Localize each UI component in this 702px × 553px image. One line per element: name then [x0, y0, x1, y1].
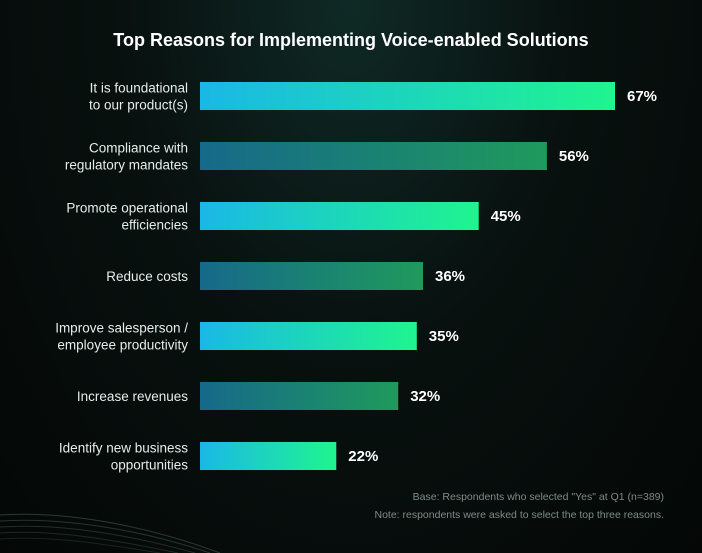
value-label: 56% — [559, 148, 589, 165]
category-label-line: efficiencies — [121, 218, 188, 233]
category-label-line: Identify new business — [59, 441, 188, 456]
category-label: Compliance with regulatory mandates — [65, 141, 188, 173]
category-label-line: Increase revenues — [77, 389, 188, 404]
bar — [200, 382, 399, 410]
category-label: Promote operational efficiencies — [66, 201, 188, 233]
value-label: 22% — [348, 448, 378, 465]
bar — [200, 442, 337, 470]
bar — [200, 82, 615, 110]
bar — [200, 322, 417, 350]
category-label-line: opportunities — [111, 458, 189, 473]
category-label-line: Reduce costs — [106, 269, 188, 284]
value-label: 67% — [627, 88, 657, 105]
footnote-note: Note: respondents were asked to select t… — [374, 509, 664, 521]
category-label-line: employee productivity — [57, 338, 188, 353]
chart-title: Top Reasons for Implementing Voice-enabl… — [113, 30, 589, 50]
category-label: Reduce costs — [106, 269, 188, 284]
category-label-line: Compliance with — [89, 141, 188, 156]
bar — [200, 262, 423, 290]
category-label-line: to our product(s) — [89, 98, 188, 113]
category-label: Increase revenues — [77, 389, 188, 404]
value-label: 35% — [429, 328, 459, 345]
category-label-line: Promote operational — [66, 201, 188, 216]
bar — [200, 142, 547, 170]
value-label: 45% — [491, 208, 521, 225]
decorative-wave-lines — [0, 513, 220, 553]
category-label-line: It is foundational — [90, 81, 188, 96]
category-label: Identify new business opportunities — [59, 441, 188, 473]
bar — [200, 202, 479, 230]
category-label: It is foundational to our product(s) — [89, 81, 188, 113]
value-label: 32% — [410, 388, 440, 405]
value-label: 36% — [435, 268, 465, 285]
category-label-line: regulatory mandates — [65, 158, 188, 173]
footnote-base: Base: Respondents who selected "Yes" at … — [412, 491, 664, 503]
category-label: Improve salesperson / employee productivi… — [55, 321, 188, 353]
category-label-line: Improve salesperson / — [55, 321, 188, 336]
